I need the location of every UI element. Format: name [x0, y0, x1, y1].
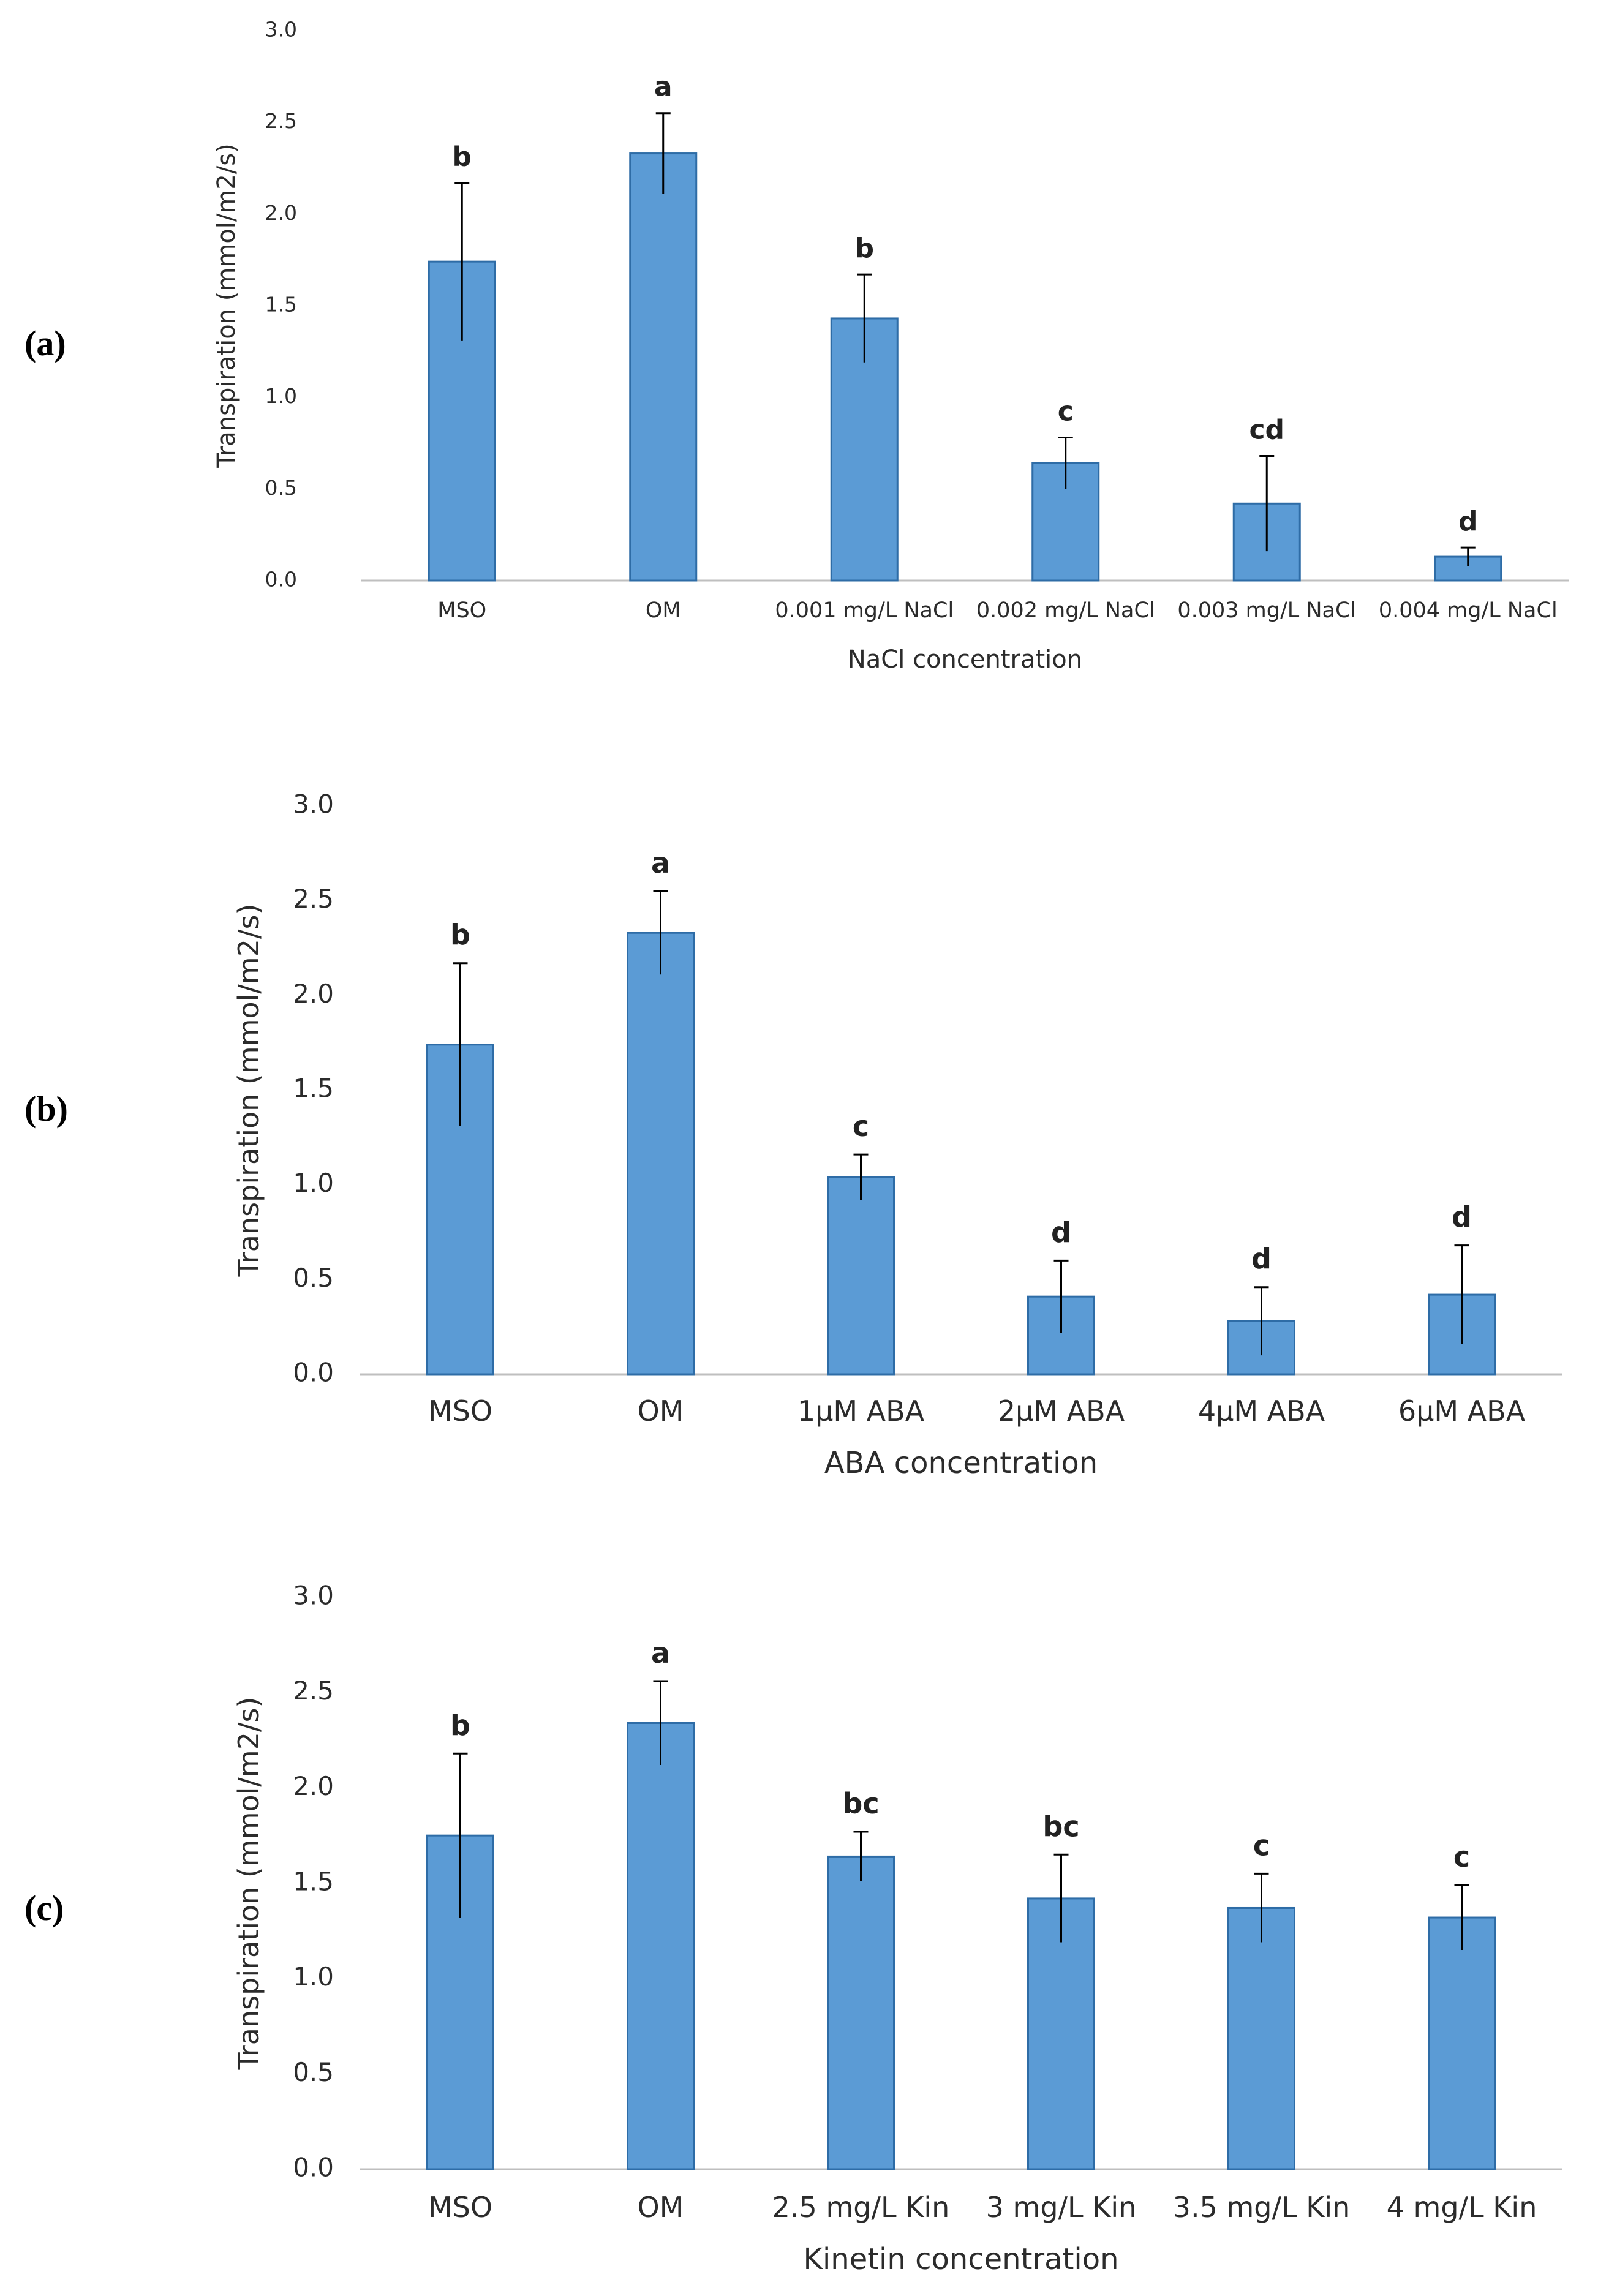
y-tick-label: 0.0: [293, 1358, 334, 1388]
significance-label: a: [651, 1636, 670, 1669]
y-tick-label: 3.0: [293, 1581, 334, 1611]
panel-label: (a): [24, 323, 66, 363]
significance-label: d: [1452, 1201, 1472, 1234]
x-category-label: MSO: [437, 598, 486, 623]
y-tick-label: 1.5: [293, 1074, 334, 1104]
bar: [627, 1722, 695, 2170]
x-category-label: 6μM ABA: [1398, 1395, 1526, 1428]
y-tick-label: 0.5: [293, 2057, 334, 2087]
significance-label: d: [1051, 1216, 1071, 1249]
significance-label: d: [1251, 1243, 1272, 1276]
y-tick-label: 2.5: [293, 1676, 334, 1706]
significance-label: b: [855, 233, 875, 264]
significance-label: bc: [842, 1787, 879, 1820]
bar: [1227, 1906, 1295, 2170]
x-axis-title: Kinetin concentration: [803, 2242, 1118, 2276]
bar: [1428, 1916, 1496, 2170]
significance-label: c: [1253, 1829, 1270, 1862]
significance-label: b: [450, 919, 470, 952]
y-tick-label: 0.5: [293, 1263, 334, 1293]
x-category-label: OM: [638, 1395, 684, 1428]
x-category-label: 4 mg/L Kin: [1387, 2191, 1537, 2224]
x-category-label: 0.001 mg/L NaCl: [775, 598, 954, 623]
x-category-label: MSO: [428, 2191, 492, 2224]
bar: [830, 317, 899, 582]
x-category-label: 3.5 mg/L Kin: [1173, 2191, 1351, 2224]
x-category-label: OM: [638, 2191, 684, 2224]
y-tick-label: 0.0: [265, 568, 297, 592]
bar: [629, 152, 698, 582]
y-tick-label: 0.0: [293, 2153, 334, 2183]
bar: [827, 1176, 895, 1376]
y-tick-label: 0.5: [265, 476, 297, 500]
significance-label: b: [453, 141, 472, 172]
significance-label: c: [1058, 396, 1074, 427]
y-tick-label: 1.5: [265, 293, 297, 317]
significance-label: cd: [1249, 414, 1284, 445]
chart-panel-1: (a) 0.0 0.5 1.0 1.5 2.0 2.5 3.0 Transpiration (m…: [24, 18, 1569, 674]
y-tick-label: 1.0: [293, 1962, 334, 1992]
x-category-label: 1μM ABA: [797, 1395, 925, 1428]
significance-label: bc: [1042, 1810, 1079, 1843]
x-category-label: MSO: [428, 1395, 492, 1428]
x-axis-title: NaCl concentration: [848, 646, 1082, 674]
y-tick-label: 2.0: [293, 979, 334, 1009]
y-tick-label: 1.5: [293, 1867, 334, 1897]
x-category-label: 0.002 mg/L NaCl: [976, 598, 1155, 623]
significance-label: b: [450, 1709, 470, 1742]
y-tick-label: 2.0: [293, 1771, 334, 1801]
y-axis-title: Transpiration (mmol/m2/s): [232, 904, 265, 1278]
y-tick-label: 1.0: [265, 384, 297, 408]
y-tick-label: 2.5: [293, 884, 334, 914]
y-axis-title: Transpiration (mmol/m2/s): [232, 1697, 265, 2071]
x-category-label: 0.003 mg/L NaCl: [1177, 598, 1356, 623]
y-axis-title: Transpiration (mmol/m2/s): [213, 143, 241, 468]
panel-label: (c): [24, 1888, 64, 1928]
y-tick-label: 1.0: [293, 1168, 334, 1198]
significance-label: a: [654, 72, 673, 103]
x-category-label: 2μM ABA: [998, 1395, 1125, 1428]
x-category-label: 4μM ABA: [1198, 1395, 1325, 1428]
significance-label: a: [651, 846, 670, 879]
y-tick-label: 3.0: [265, 18, 297, 42]
bar: [827, 1855, 895, 2170]
x-category-label: 2.5 mg/L Kin: [772, 2191, 950, 2224]
x-axis-title: ABA concentration: [824, 1446, 1098, 1480]
chart-panel-3: (c) 0.0 0.5 1.0 1.5 2.0 2.5 3.0 Transpiration (m…: [24, 1581, 1562, 2276]
x-category-label: 0.004 mg/L NaCl: [1379, 598, 1558, 623]
significance-label: d: [1458, 506, 1478, 537]
significance-label: c: [853, 1110, 869, 1143]
y-tick-label: 3.0: [293, 789, 334, 819]
significance-label: c: [1453, 1840, 1470, 1873]
x-category-label: OM: [646, 598, 681, 623]
bar: [627, 932, 695, 1376]
panel-label: (b): [24, 1089, 68, 1129]
x-category-label: 3 mg/L Kin: [986, 2191, 1137, 2224]
bar: [1027, 1897, 1095, 2170]
y-tick-label: 2.0: [265, 201, 297, 225]
y-tick-label: 2.5: [265, 109, 297, 133]
chart-panel-2: (b) 0.0 0.5 1.0 1.5 2.0 2.5 3.0 Transpiration (m…: [24, 789, 1562, 1480]
